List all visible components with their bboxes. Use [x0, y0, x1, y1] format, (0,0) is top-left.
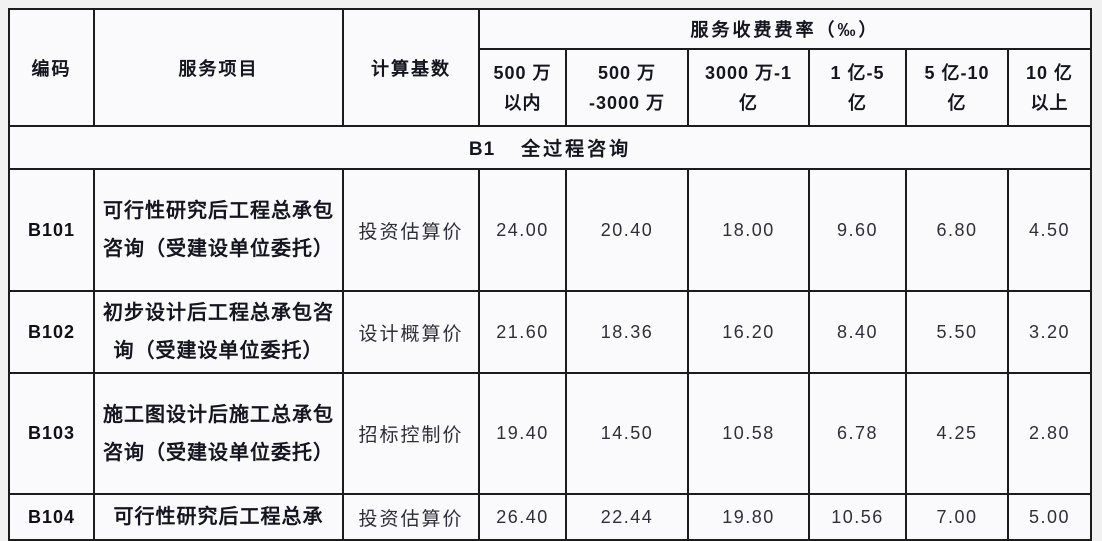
- table-row: B102 初步设计后工程总承包咨询（受建设单位委托） 设计概算价 21.60 18.36…: [8, 290, 1093, 374]
- row-code: B103: [8, 372, 95, 495]
- row-rate-value: 7.00: [905, 493, 1009, 541]
- row-rate-value: 10.58: [687, 372, 810, 495]
- row-rate-value: 4.25: [905, 372, 1009, 495]
- row-rate-value: 19.80: [687, 493, 810, 541]
- row-base: 设计概算价: [342, 290, 480, 374]
- rate-col-line: 500 万: [597, 62, 657, 83]
- header-rate-col-4: 1 亿-5 亿: [808, 48, 907, 127]
- row-rate-value: 20.40: [565, 168, 689, 292]
- row-rate-value: 5.00: [1006, 493, 1093, 541]
- row-rate-value: 5.50: [905, 290, 1009, 374]
- row-rate-value: 22.44: [565, 493, 689, 541]
- row-rate-value: 3.20: [1006, 290, 1093, 374]
- row-rate-value: 14.50: [565, 372, 689, 495]
- section-title: 全过程咨询: [521, 139, 632, 160]
- rate-col-line: 以内: [503, 92, 542, 113]
- rate-col-line: 亿: [848, 92, 867, 113]
- table-row: B104 可行性研究后工程总承 投资估算价 26.40 22.44 19.80 10.56 7…: [8, 493, 1093, 541]
- table-row: B103 施工图设计后施工总承包咨询（受建设单位委托） 招标控制价 19.40 14.5…: [8, 372, 1093, 495]
- header-rate-col-5: 5 亿-10 亿: [905, 48, 1009, 127]
- row-rate-value: 6.80: [905, 168, 1009, 292]
- row-rate-value: 4.50: [1006, 168, 1093, 292]
- row-rate-value: 26.40: [478, 493, 567, 541]
- row-code: B101: [8, 168, 95, 292]
- rate-col-line: 500 万: [493, 62, 552, 83]
- row-rate-value: 19.40: [478, 372, 567, 495]
- header-rate-col-1: 500 万 以内: [478, 48, 567, 127]
- header-rate-col-2: 500 万 -3000 万: [565, 48, 689, 127]
- row-rate-value: 6.78: [808, 372, 907, 495]
- row-code: B104: [8, 493, 95, 541]
- row-service: 可行性研究后工程总承: [93, 493, 344, 541]
- row-rate-value: 18.36: [565, 290, 689, 374]
- row-rate-value: 24.00: [478, 168, 567, 292]
- fee-rate-table: 编码 服务项目 计算基数 服务收费费率（‰） 500 万 以内 500 万 -3…: [7, 8, 1093, 541]
- rate-col-line: 10 亿: [1026, 62, 1074, 83]
- header-row-2: 500 万 以内 500 万 -3000 万 3000 万-1 亿 1 亿-5 …: [9, 48, 1093, 127]
- section-code: B1: [468, 139, 496, 160]
- rate-col-line: 1 亿-5: [830, 62, 885, 83]
- row-base: 投资估算价: [342, 493, 480, 541]
- header-code: 编码: [8, 8, 95, 127]
- row-rate-value: 8.40: [808, 290, 907, 374]
- row-rate-value: 16.20: [687, 290, 810, 374]
- row-rate-value: 18.00: [687, 168, 810, 292]
- rate-col-line: 亿: [947, 92, 967, 113]
- header-base: 计算基数: [342, 8, 480, 127]
- header-rate-col-6: 10 亿 以上: [1006, 48, 1093, 127]
- row-service: 可行性研究后工程总承包咨询（受建设单位委托）: [93, 168, 344, 292]
- row-rate-value: 2.80: [1006, 372, 1093, 495]
- row-service: 施工图设计后施工总承包咨询（受建设单位委托）: [93, 372, 344, 495]
- row-base: 投资估算价: [342, 168, 480, 292]
- table-row: B101 可行性研究后工程总承包咨询（受建设单位委托） 投资估算价 24.00 20.4…: [8, 168, 1093, 292]
- document-sheet: 编码 服务项目 计算基数 服务收费费率（‰） 500 万 以内 500 万 -3…: [7, 8, 1093, 541]
- header-service: 服务项目: [93, 8, 344, 127]
- row-rate-value: 10.56: [808, 493, 907, 541]
- row-service: 初步设计后工程总承包咨询（受建设单位委托）: [93, 290, 344, 374]
- rate-col-line: -3000 万: [588, 92, 666, 113]
- row-base: 招标控制价: [342, 372, 480, 495]
- rate-col-line: 5 亿-10: [924, 62, 990, 83]
- section-cell: B1 全过程咨询: [7, 125, 1093, 170]
- rate-col-line: 以上: [1030, 92, 1069, 113]
- header-rate-col-3: 3000 万-1 亿: [687, 48, 810, 127]
- row-rate-value: 21.60: [478, 290, 567, 374]
- section-row: B1 全过程咨询: [7, 125, 1093, 170]
- header-rate-group: 服务收费费率（‰）: [477, 8, 1093, 50]
- rate-col-line: 亿: [739, 92, 758, 113]
- row-rate-value: 9.60: [808, 168, 907, 292]
- header-row-1: 编码 服务项目 计算基数 服务收费费率（‰）: [8, 8, 1093, 127]
- row-code: B102: [8, 290, 95, 374]
- rate-col-line: 3000 万-1: [704, 62, 793, 83]
